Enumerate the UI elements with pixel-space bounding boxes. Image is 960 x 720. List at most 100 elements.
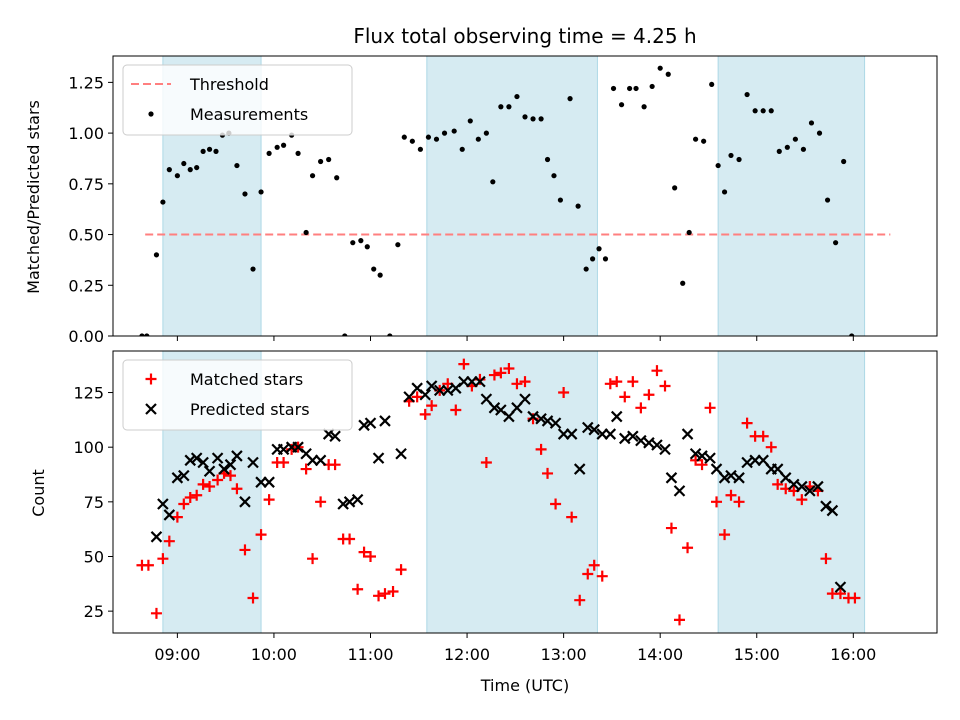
y-tick-label: 0.75 <box>68 175 104 194</box>
legend-label: Predicted stars <box>190 400 310 419</box>
predicted-star-point <box>651 439 663 451</box>
measurement-point <box>153 252 160 258</box>
x-tick-label: 15:00 <box>734 645 780 664</box>
predicted-star-point <box>190 452 203 464</box>
plot-area <box>136 358 861 626</box>
legend-label: Threshold <box>189 75 269 94</box>
matched-star-point <box>191 489 203 501</box>
legend-box <box>122 64 353 136</box>
measurement-point <box>641 104 647 110</box>
measurement-point <box>557 197 564 203</box>
matched-star-point <box>765 441 777 453</box>
predicted-star-point <box>263 476 275 488</box>
matched-star-point <box>519 376 531 388</box>
measurement-point <box>459 146 465 152</box>
x-tick-label: 11:00 <box>347 645 393 664</box>
matched-star-point <box>542 467 554 479</box>
measurement-point <box>833 240 839 246</box>
x-tick-label: 14:00 <box>637 645 683 664</box>
matched-star-point <box>142 559 154 571</box>
y-tick-label: 1.00 <box>68 124 104 143</box>
matched-star-point <box>247 592 259 604</box>
measurement-point <box>144 333 150 336</box>
matched-star-point <box>704 402 716 414</box>
predicted-star-point <box>725 469 737 482</box>
predicted-star-point <box>710 463 723 475</box>
predicted-star-point <box>480 393 493 405</box>
axes-frame <box>112 55 938 337</box>
measurement-point <box>475 136 481 142</box>
measurement-point <box>721 189 728 195</box>
matched-star-point <box>711 496 723 508</box>
measurement-point <box>633 85 639 92</box>
predicted-star-point <box>247 456 259 469</box>
measurement-point <box>200 148 206 154</box>
matched-star-point <box>635 402 647 414</box>
measurement-point <box>672 185 678 191</box>
measurement-point <box>358 238 364 244</box>
measurement-point <box>551 173 557 179</box>
measurement-point <box>680 280 686 286</box>
measurement-point <box>744 91 750 98</box>
measurement-point <box>433 136 440 142</box>
matched-star-point <box>157 553 169 565</box>
matched-star-point <box>255 529 267 541</box>
predicted-star-point <box>329 430 341 443</box>
measurement-point <box>760 108 766 114</box>
x-tick-label: 12:00 <box>444 645 490 664</box>
predicted-star-point <box>604 428 617 440</box>
matched-star-point <box>796 494 808 506</box>
matched-star-point <box>163 535 175 547</box>
measurement-point <box>213 148 219 154</box>
measurement-point <box>417 146 423 152</box>
predicted-star-point <box>812 480 824 493</box>
measurement-point <box>816 130 823 136</box>
measurement-point <box>752 108 758 114</box>
matched-star-point <box>329 459 341 471</box>
matched-star-point <box>733 496 745 508</box>
predicted-star-point <box>527 410 539 423</box>
matched-star-point <box>419 408 431 420</box>
matched-star-point <box>231 483 243 495</box>
y-tick-label: 1.25 <box>68 73 104 92</box>
matched-star-point <box>757 430 769 442</box>
matched-star-point <box>387 585 399 597</box>
matched-star-point <box>643 389 655 401</box>
measurement-point <box>610 85 617 92</box>
predicted-star-point <box>834 581 847 593</box>
predicted-star-point <box>787 478 800 491</box>
predicted-star-point <box>379 415 391 427</box>
measurement-point <box>242 191 248 197</box>
matched-star-point <box>379 588 391 600</box>
predicted-star-point <box>488 402 501 414</box>
measurement-point <box>618 102 625 108</box>
predicted-star-point <box>503 410 515 423</box>
matched-star-point <box>588 559 600 571</box>
predicted-star-point <box>157 498 169 510</box>
legend: Matched stars Predicted stars <box>122 359 353 431</box>
matched-star-point <box>834 588 846 600</box>
measurement-point <box>567 96 573 102</box>
predicted-star-point <box>372 452 385 464</box>
shaded-interval-1 <box>426 350 598 634</box>
predicted-star-point <box>581 421 594 434</box>
matched-star-point <box>239 544 251 556</box>
plot-area <box>139 65 891 336</box>
matched-star-point <box>651 365 663 377</box>
measurement-point <box>498 104 504 110</box>
matched-star-point <box>263 494 275 506</box>
matched-star-point <box>224 470 236 482</box>
measurement-point <box>686 229 692 236</box>
measurement-point <box>166 167 172 173</box>
predicted-star-point <box>704 452 716 464</box>
measurement-point <box>425 134 432 140</box>
measurement-point <box>514 93 520 100</box>
measurement-point <box>274 144 280 150</box>
y-tick-label: 75 <box>84 493 104 512</box>
measurement-point <box>800 146 807 152</box>
measurement-point <box>234 162 240 169</box>
predicted-star-point <box>565 428 578 440</box>
measurement-point <box>206 146 213 152</box>
measurement-point <box>728 152 734 159</box>
